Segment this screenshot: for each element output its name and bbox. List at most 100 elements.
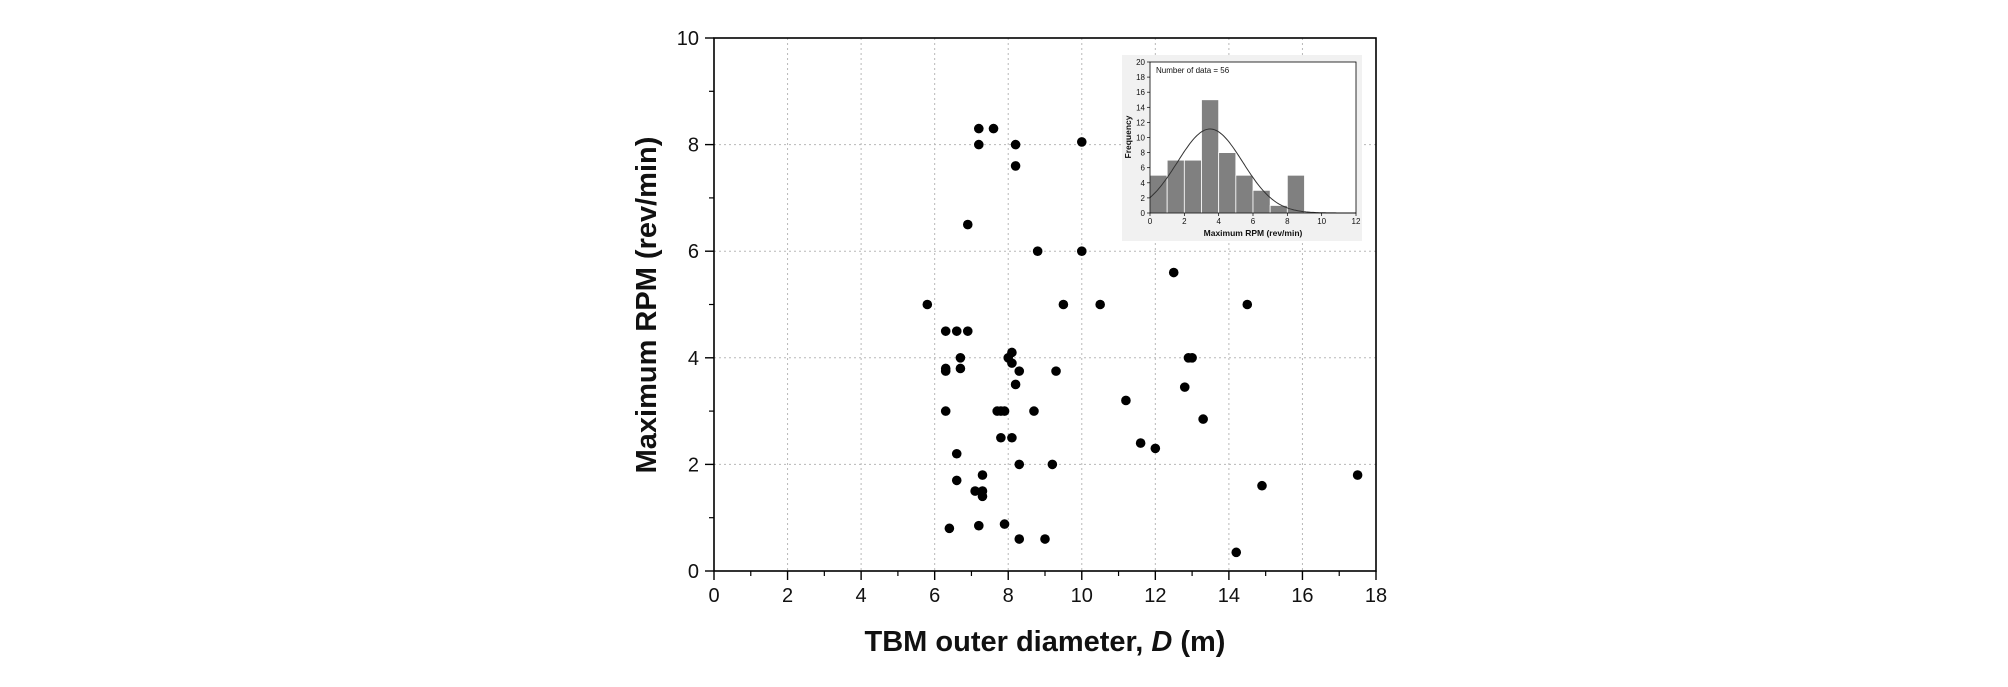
y-tick-label: 8 xyxy=(688,135,699,157)
data-point xyxy=(940,326,951,336)
data-point xyxy=(955,363,966,374)
data-point xyxy=(951,326,962,336)
y-tick-label: 6 xyxy=(688,241,699,263)
data-point xyxy=(1076,246,1087,256)
inset-x-tick-label: 4 xyxy=(1216,217,1221,226)
histogram-bar xyxy=(1201,99,1220,214)
y-axis-title: Maximum RPM (rev/min) xyxy=(631,137,663,474)
inset-y-tick-label: 20 xyxy=(1136,58,1145,67)
x-tick-label: 18 xyxy=(1365,585,1387,607)
inset-y-tick-label: 16 xyxy=(1136,88,1145,97)
data-point xyxy=(1198,414,1208,424)
data-point xyxy=(951,448,962,459)
scatter-chart: 0 2 4 6 8 10 12 14 16 18 0 2 4 6 8 10 Maximum RPM (rev/… xyxy=(631,28,1387,658)
data-point xyxy=(1352,470,1363,480)
inset-y-tick-label: 12 xyxy=(1136,118,1145,127)
data-point xyxy=(1014,366,1025,376)
data-point xyxy=(999,406,1010,416)
data-point xyxy=(955,353,966,363)
inset-y-tick-label: 4 xyxy=(1141,179,1146,188)
data-point xyxy=(940,366,951,376)
inset-x-axis-title: Maximum RPM (rev/min) xyxy=(1204,228,1303,238)
inset-y-tick-label: 14 xyxy=(1136,103,1145,112)
y-tick-label: 2 xyxy=(688,454,699,476)
x-tick-label: 10 xyxy=(1071,585,1093,607)
data-point xyxy=(988,123,999,134)
inset-ticks: 0 2 4 6 8 10 12 0 2 4 6 8 10 12 14 16 18 20 xyxy=(1136,58,1361,226)
data-point xyxy=(1007,432,1017,443)
y-tick-label: 4 xyxy=(688,348,699,370)
inset-x-tick-label: 12 xyxy=(1352,217,1361,226)
data-point xyxy=(974,139,984,150)
data-point xyxy=(1168,267,1179,278)
y-tick-label: 0 xyxy=(688,561,699,583)
data-point xyxy=(1010,161,1021,171)
data-point xyxy=(1179,382,1190,392)
data-point xyxy=(962,326,973,336)
histogram-bar xyxy=(1286,174,1305,214)
inset-y-tick-label: 6 xyxy=(1141,164,1146,173)
inset-x-tick-label: 10 xyxy=(1317,217,1326,226)
inset-y-tick-label: 18 xyxy=(1136,73,1145,82)
x-axis-title: TBM outer diameter, D (m) xyxy=(865,626,1226,658)
data-point xyxy=(1076,137,1087,147)
data-point xyxy=(1010,139,1021,150)
inset-x-tick-label: 2 xyxy=(1182,217,1187,226)
histogram-bar xyxy=(1218,152,1237,214)
main-ticks: 0 2 4 6 8 10 12 14 16 18 0 2 4 6 8 10 xyxy=(677,28,1387,607)
data-point xyxy=(1135,438,1146,448)
inset-x-tick-label: 8 xyxy=(1285,217,1290,226)
data-point xyxy=(970,486,980,496)
histogram-bar xyxy=(1252,189,1271,214)
x-axis-title-prefix: TBM outer diameter, xyxy=(865,626,1152,658)
histogram-bar xyxy=(1235,174,1254,214)
data-point xyxy=(951,475,962,486)
data-point xyxy=(1032,246,1043,256)
data-point xyxy=(1242,299,1253,310)
x-tick-label: 14 xyxy=(1218,585,1240,607)
data-point xyxy=(1007,347,1017,358)
inset-y-tick-label: 10 xyxy=(1136,134,1145,143)
y-tick-label: 10 xyxy=(677,28,699,50)
inset-y-tick-label: 0 xyxy=(1141,209,1146,218)
inset-x-tick-label: 0 xyxy=(1148,217,1153,226)
histogram-bar xyxy=(1166,159,1185,214)
x-tick-label: 12 xyxy=(1144,585,1166,607)
data-point xyxy=(922,299,933,310)
main-grid xyxy=(714,38,1376,571)
data-point xyxy=(1010,379,1021,390)
data-point xyxy=(974,123,984,134)
data-point xyxy=(1121,395,1131,406)
data-point xyxy=(940,406,951,416)
inset-x-tick-label: 6 xyxy=(1251,217,1256,226)
x-tick-label: 4 xyxy=(856,585,867,607)
x-tick-label: 16 xyxy=(1291,585,1313,607)
data-point xyxy=(1040,534,1050,544)
data-point xyxy=(1231,547,1242,558)
data-point xyxy=(974,520,984,531)
inset-y-tick-label: 8 xyxy=(1141,149,1146,158)
data-point xyxy=(1007,358,1017,368)
inset-y-axis-title: Frequency xyxy=(1123,115,1133,158)
data-point xyxy=(977,491,988,502)
x-tick-label: 0 xyxy=(708,585,719,607)
data-point xyxy=(1150,443,1161,454)
data-point xyxy=(1029,406,1039,416)
histogram-bar xyxy=(1183,159,1202,214)
data-point xyxy=(1051,366,1061,376)
data-point xyxy=(1257,480,1267,491)
inset-y-tick-label: 2 xyxy=(1141,194,1146,203)
x-tick-label: 8 xyxy=(1003,585,1014,607)
data-point xyxy=(1058,299,1069,310)
data-point xyxy=(1014,459,1025,470)
data-point xyxy=(999,519,1010,529)
inset-annotation: Number of data = 56 xyxy=(1156,66,1230,75)
x-tick-label: 6 xyxy=(929,585,940,607)
x-axis-title-symbol: D xyxy=(1151,626,1172,658)
data-point xyxy=(944,523,955,534)
data-point xyxy=(1187,353,1197,363)
data-point xyxy=(962,219,973,230)
data-point xyxy=(977,470,988,480)
histogram-inset: 0 2 4 6 8 10 12 0 2 4 6 8 10 12 14 16 18 20 Number of dat… xyxy=(1122,55,1362,241)
